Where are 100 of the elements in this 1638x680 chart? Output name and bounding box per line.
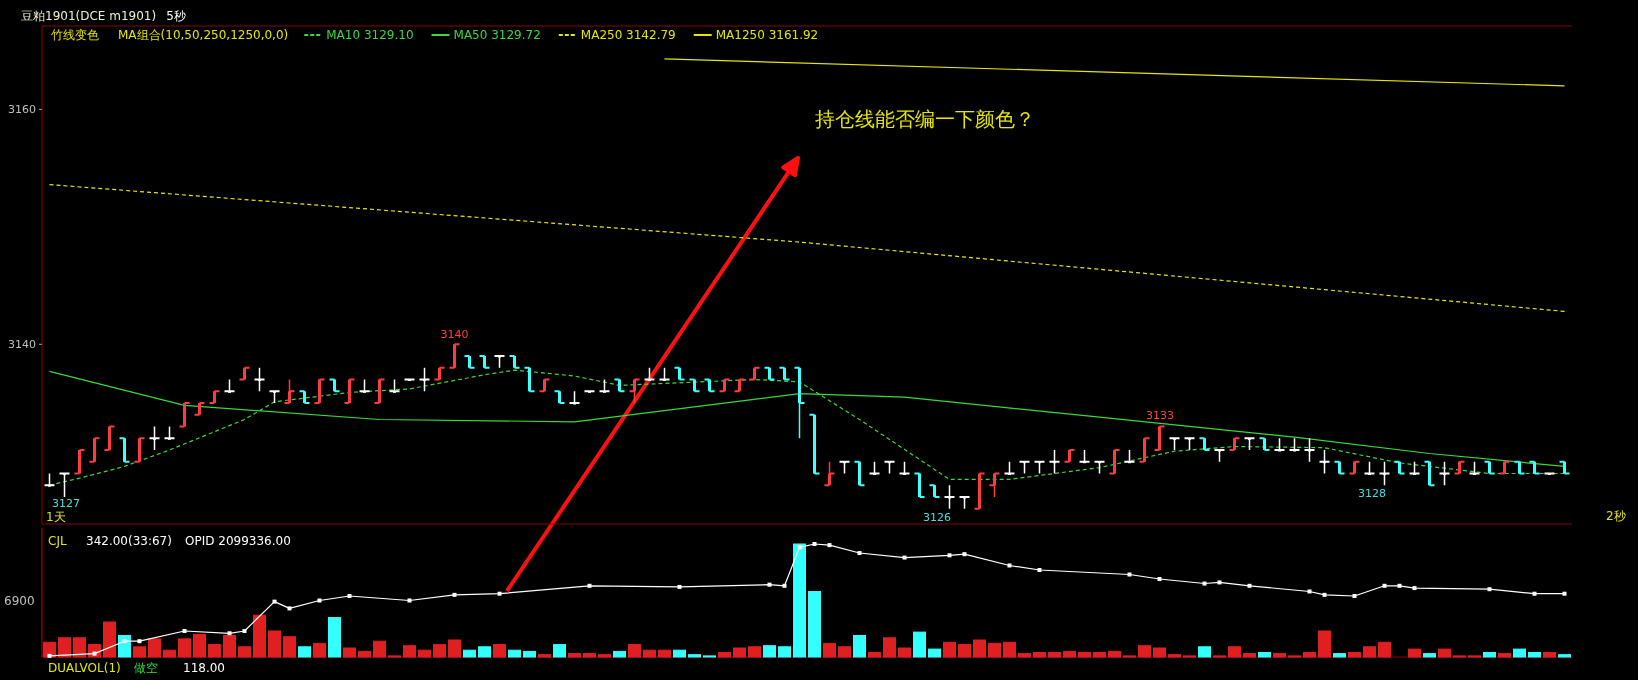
point <box>857 551 862 556</box>
point <box>902 555 907 560</box>
bar <box>868 652 881 658</box>
annotation: 3126 <box>923 511 951 524</box>
bar <box>1483 652 1496 658</box>
annotation: 342.00(33:67) <box>86 534 172 548</box>
bar <box>1198 646 1211 658</box>
bar <box>643 649 656 658</box>
point <box>347 593 352 598</box>
point <box>812 542 817 546</box>
bar <box>1243 653 1256 658</box>
legend-label: MA1250 3161.92 <box>715 28 819 42</box>
point <box>287 606 292 611</box>
bar <box>823 642 836 658</box>
chart-title: CJL <box>48 534 67 548</box>
bar <box>1153 647 1166 658</box>
point <box>1322 592 1327 597</box>
text: 5秒 <box>166 9 186 23</box>
bar <box>1498 653 1511 658</box>
bar <box>613 650 626 658</box>
annotation: 3128 <box>1358 487 1386 500</box>
bar <box>148 638 161 658</box>
bar <box>838 646 851 658</box>
bar <box>853 635 866 658</box>
bar <box>163 649 176 658</box>
bar <box>448 639 461 658</box>
bar <box>913 631 926 658</box>
point <box>1307 589 1312 594</box>
bar <box>793 543 806 658</box>
annotation: 3127 <box>52 497 80 510</box>
point <box>497 591 502 596</box>
bar <box>1558 654 1571 658</box>
point <box>122 639 127 644</box>
bar <box>1333 653 1346 658</box>
bar <box>883 637 896 658</box>
bar <box>988 642 1001 658</box>
bar <box>1438 648 1451 658</box>
bar <box>973 639 986 658</box>
bar <box>508 649 521 658</box>
bar <box>748 646 761 658</box>
bar <box>1318 630 1331 658</box>
bar <box>223 635 236 658</box>
point <box>452 592 457 597</box>
bar <box>373 640 386 658</box>
point <box>1247 583 1252 588</box>
point <box>767 582 772 587</box>
bar <box>463 649 476 658</box>
bar <box>1513 648 1526 658</box>
text: 做空 <box>134 661 158 675</box>
bar <box>1003 641 1016 658</box>
bar <box>43 641 56 658</box>
bar <box>118 635 131 658</box>
point <box>962 552 967 557</box>
bar <box>568 653 581 658</box>
point <box>1487 587 1492 592</box>
bar <box>1378 641 1391 658</box>
bar <box>73 637 86 658</box>
point <box>1037 567 1042 572</box>
point <box>1382 583 1387 588</box>
bar <box>1108 650 1121 658</box>
bar <box>808 591 821 658</box>
chart-title: 豆粕1901(DCE m1901) <box>21 9 157 23</box>
bar <box>523 650 536 658</box>
bar <box>133 646 146 658</box>
point <box>317 598 322 603</box>
point <box>1352 593 1357 598</box>
bar <box>178 638 191 658</box>
text: DUALVOL(1) <box>48 661 121 675</box>
bar <box>1348 652 1361 658</box>
bar <box>1228 646 1241 658</box>
point <box>1127 572 1132 577</box>
legend-label: MA10 3129.10 <box>326 28 414 42</box>
bar <box>208 644 221 658</box>
y-tick-label: 3160 <box>8 103 36 117</box>
point <box>677 584 682 589</box>
bar <box>628 644 641 658</box>
point <box>1397 583 1402 588</box>
bar <box>1078 652 1091 658</box>
point <box>407 598 412 603</box>
bar <box>103 621 116 658</box>
legend-label: MA50 3129.72 <box>453 28 541 42</box>
bar <box>1363 646 1376 658</box>
bar <box>268 630 281 658</box>
point <box>1157 577 1162 582</box>
bar <box>898 647 911 658</box>
point <box>947 553 952 558</box>
point <box>1202 581 1207 586</box>
text: 6900 <box>4 594 35 608</box>
bar <box>1408 648 1421 658</box>
annotation: 持仓线能否编一下颜色？ <box>815 107 1035 131</box>
bar <box>193 633 206 658</box>
point <box>272 599 277 604</box>
bar <box>763 645 776 658</box>
annotation: 竹线变色 <box>51 28 99 42</box>
bar <box>1018 653 1031 658</box>
point <box>1562 591 1567 596</box>
bar <box>583 653 596 658</box>
bar <box>1048 652 1061 658</box>
bar <box>778 646 791 658</box>
bar <box>673 649 686 658</box>
